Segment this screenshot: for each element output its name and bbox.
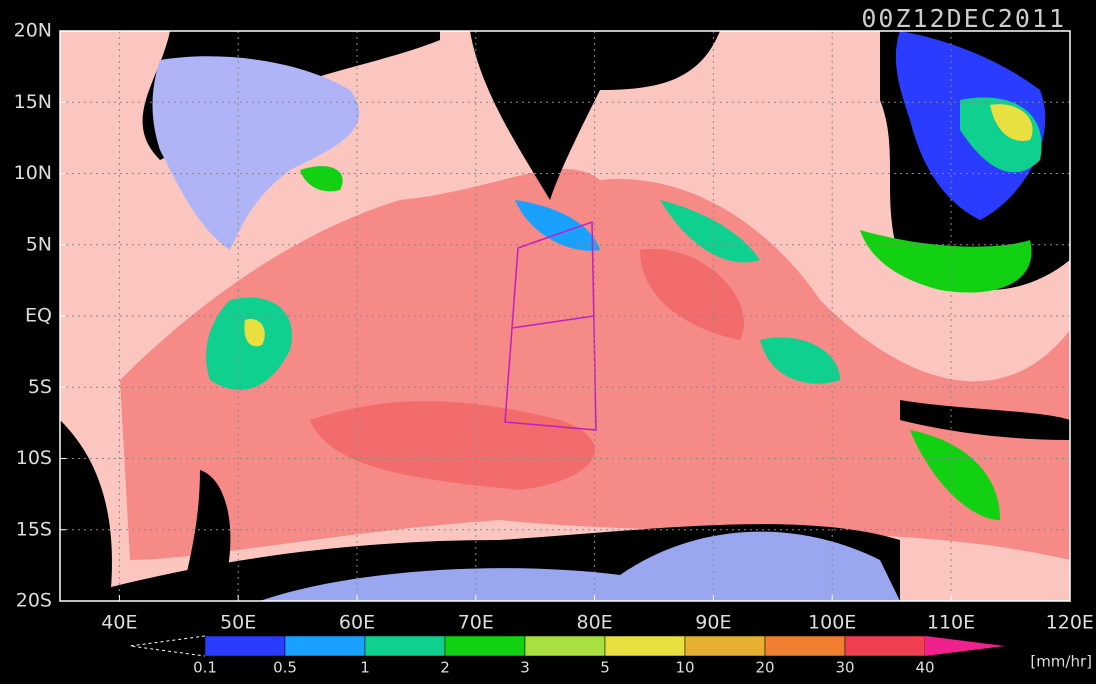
analysis-box	[504, 220, 597, 431]
lat-label: 5S	[28, 376, 52, 398]
rain-region	[860, 230, 1032, 293]
lat-label: 20N	[14, 20, 52, 42]
colorbar-segment	[684, 635, 766, 657]
lat-label: 10N	[14, 162, 52, 184]
colorbar-over	[925, 636, 1005, 656]
lon-label: 110E	[927, 612, 975, 634]
lat-label: 5N	[26, 233, 52, 255]
colorbar-under	[129, 635, 206, 657]
colorbar-label: 40	[915, 659, 934, 677]
colorbar-label: 5	[600, 659, 610, 677]
graticule	[60, 31, 1070, 601]
dry-region	[152, 56, 360, 250]
rain-region	[515, 200, 600, 251]
lon-label: 60E	[339, 612, 375, 634]
lat-label: 10S	[16, 447, 52, 469]
land	[60, 420, 112, 601]
axis-labels: 20N 15N 10N 5N EQ 5S 10S 15S 20S 40E 50E 60E 70E 80E 9…	[14, 20, 1094, 634]
lon-label: 120E	[1046, 612, 1094, 634]
colorbar-unit: [mm/hr]	[1030, 653, 1092, 671]
colorbar-label: 2	[440, 659, 450, 677]
colorbar-segment	[284, 635, 366, 657]
colorbar-label: 0.1	[193, 659, 217, 677]
lon-label: 50E	[220, 612, 256, 634]
rain-region	[640, 248, 744, 340]
rain-region	[990, 104, 1033, 141]
colorbar-label: 0.5	[273, 659, 297, 677]
colorbar-segment	[444, 635, 526, 657]
colorbar-label: 30	[835, 659, 854, 677]
lat-label: 15S	[16, 518, 52, 540]
colorbar-segment	[204, 635, 286, 657]
lat-label: EQ	[25, 305, 52, 327]
lat-label: 15N	[14, 91, 52, 113]
lon-label: 80E	[577, 612, 613, 634]
colorbar-segment	[524, 635, 606, 657]
colorbar-segment	[844, 635, 926, 657]
rain-region	[660, 200, 760, 263]
lon-label: 40E	[101, 612, 137, 634]
rain-region	[760, 337, 840, 384]
precip-field	[60, 31, 1070, 601]
colorbar-label: 20	[755, 659, 774, 677]
dry-region	[260, 531, 900, 601]
lon-label: 70E	[458, 612, 494, 634]
colorbar-label: 10	[675, 659, 694, 677]
colorbar-segment	[764, 635, 846, 657]
lon-label: 90E	[695, 612, 731, 634]
rain-region	[206, 297, 292, 390]
rain-region	[244, 319, 265, 347]
land	[900, 400, 1070, 440]
map-title: 00Z12DEC2011	[861, 4, 1066, 33]
lon-label: 100E	[808, 612, 856, 634]
lat-label: 20S	[16, 590, 52, 612]
colorbar-label: 3	[520, 659, 530, 677]
colorbar-segment	[604, 635, 686, 657]
analysis-box	[511, 315, 595, 329]
colorbar-label: 1	[360, 659, 370, 677]
colorbar-segment	[364, 635, 446, 657]
rain-region	[300, 166, 343, 192]
rain-region	[910, 430, 1000, 520]
colorbar: 0.1 0.5 1 2 3 5 10 20 30 40 [mm/hr]	[129, 635, 1092, 677]
land	[470, 31, 720, 200]
